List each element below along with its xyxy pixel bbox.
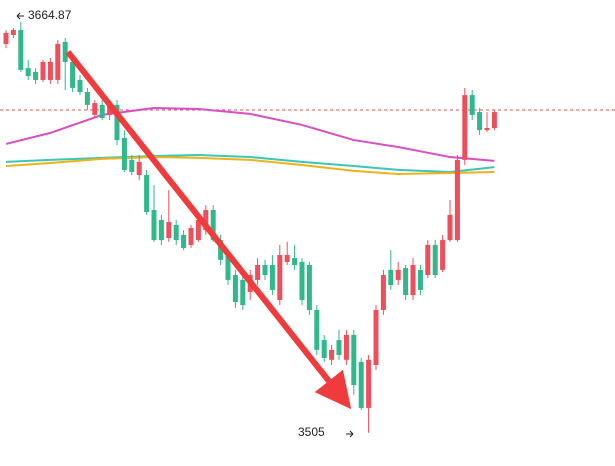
candle-body: [151, 209, 157, 241]
candle-body: [358, 361, 364, 408]
candle-body: [121, 138, 127, 170]
candle-body: [366, 359, 372, 408]
moving-average-line: [5, 156, 495, 176]
candle-body: [314, 309, 320, 350]
candle-body: [107, 104, 113, 115]
candle-body: [181, 234, 187, 249]
low-pointer-head: [349, 430, 354, 438]
candle-body: [343, 334, 349, 360]
candle-body: [262, 265, 268, 276]
candle-body: [410, 265, 416, 296]
candle-body: [84, 92, 90, 105]
candle-body: [380, 275, 386, 310]
moving-average-line: [5, 153, 495, 173]
candle-body: [491, 112, 497, 129]
candle-body: [255, 265, 261, 280]
candle-body: [158, 220, 164, 241]
candle-body: [284, 254, 290, 262]
candle-body: [70, 61, 76, 88]
candle-body: [395, 269, 401, 280]
candle-body: [10, 30, 16, 35]
candle-body: [25, 68, 31, 77]
high-pointer-head: [16, 12, 21, 20]
candle-body: [440, 240, 446, 270]
candle-body: [218, 240, 224, 260]
candle-body: [188, 227, 194, 245]
candle-body: [47, 61, 53, 80]
candle-body: [203, 209, 209, 231]
moving-average-line: [5, 106, 495, 162]
candle-body: [432, 244, 438, 276]
candle-body: [166, 222, 172, 239]
candle-body: [55, 43, 61, 80]
candle-body: [33, 71, 39, 80]
candle-body: [321, 340, 327, 359]
candle-body: [3, 32, 9, 44]
candle-body: [336, 340, 342, 355]
candle-body: [425, 244, 431, 276]
candle-body: [18, 30, 24, 70]
candle-body: [447, 214, 453, 241]
candle-body: [173, 224, 179, 241]
candle-body: [469, 95, 475, 115]
candle-body: [114, 104, 120, 141]
candle-body: [195, 220, 201, 241]
candle-body: [454, 159, 460, 241]
candle-body: [403, 268, 409, 296]
candle-body: [388, 269, 394, 286]
candle-body: [62, 41, 68, 62]
candle-body: [210, 209, 216, 241]
candle-body: [240, 279, 246, 306]
candle-body: [136, 161, 142, 176]
candle-body: [99, 104, 105, 118]
candle-body: [225, 254, 231, 280]
candle-body: [232, 275, 238, 303]
candle-body: [269, 265, 275, 290]
candle-body: [277, 254, 283, 300]
low-label: 3505: [298, 425, 325, 439]
high-label: 3664.87: [28, 8, 72, 22]
candle-body: [92, 103, 98, 115]
candle-body: [129, 159, 135, 172]
candle-body: [77, 79, 83, 93]
candle-body: [329, 349, 335, 360]
candle-body: [351, 334, 357, 386]
trend-arrow: [65, 50, 352, 410]
candle-body: [462, 95, 468, 160]
candle-body: [417, 269, 423, 290]
candle-body: [373, 309, 379, 365]
candle-body: [484, 128, 490, 131]
candle-body: [299, 261, 305, 300]
candle-body: [306, 265, 312, 310]
candle-body: [477, 112, 483, 131]
candle-body: [40, 61, 46, 80]
candle-body: [292, 258, 298, 266]
candle-body: [144, 175, 150, 213]
